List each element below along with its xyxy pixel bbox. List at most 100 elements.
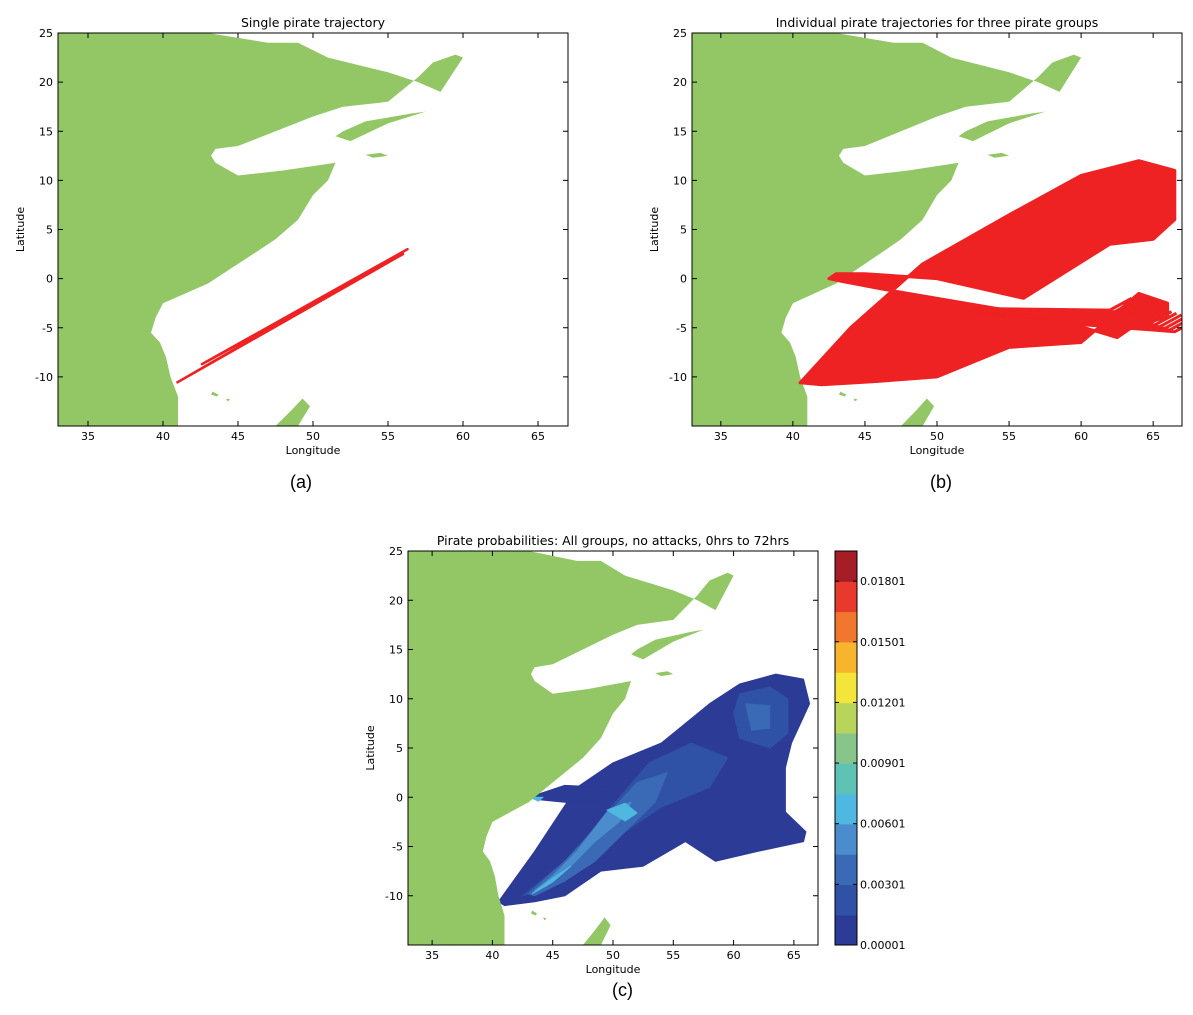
y-tick-label: 20 xyxy=(673,76,687,89)
land-mass xyxy=(839,391,847,397)
y-tick-label: 25 xyxy=(39,27,53,40)
y-axis-label: Latitude xyxy=(364,725,377,771)
y-tick-label: 25 xyxy=(389,545,403,558)
x-tick-label: 45 xyxy=(858,430,872,443)
chart-b: 35 40 45 50 55 60 652520151050-5-10Individual … xyxy=(648,15,1183,457)
y-tick-label: 15 xyxy=(389,644,403,657)
x-tick-label: 35 xyxy=(714,430,728,443)
land-mass xyxy=(365,152,388,158)
colorbar-segment xyxy=(835,702,857,734)
y-tick-label: 25 xyxy=(673,27,687,40)
y-tick-label: 15 xyxy=(673,125,687,138)
x-tick-label: 55 xyxy=(1002,430,1016,443)
probability-contour xyxy=(530,796,544,802)
x-tick-label: 40 xyxy=(156,430,170,443)
y-tick-label: -5 xyxy=(392,841,403,854)
colorbar-segment xyxy=(835,581,857,613)
y-tick-label: 0 xyxy=(396,791,403,804)
y-tick-label: -5 xyxy=(42,322,53,335)
y-tick-label: 20 xyxy=(39,76,53,89)
caption-c: (c) xyxy=(612,980,633,1000)
x-tick-label: 40 xyxy=(485,949,499,962)
land-mass xyxy=(543,917,547,921)
colorbar-segment xyxy=(835,672,857,704)
x-tick-label: 45 xyxy=(231,430,245,443)
x-tick-label: 50 xyxy=(606,949,620,962)
y-tick-label: 5 xyxy=(396,742,403,755)
trajectory-band xyxy=(798,159,1177,387)
y-tick-label: 0 xyxy=(680,273,687,286)
colorbar-segment xyxy=(835,611,857,643)
probability-contour xyxy=(606,802,638,822)
colorbar-tick-label: 0.00301 xyxy=(860,878,906,891)
colorbar-segment xyxy=(835,793,857,825)
x-tick-label: 60 xyxy=(727,949,741,962)
land-mass xyxy=(692,33,1082,426)
colorbar-tick-label: 0.00901 xyxy=(860,757,906,770)
land-mass xyxy=(853,398,858,402)
land-mass xyxy=(275,398,310,426)
colorbar-tick-label: 0.01501 xyxy=(860,636,906,649)
y-tick-label: 0 xyxy=(46,273,53,286)
trajectory-line xyxy=(175,247,409,384)
trajectory-line xyxy=(994,316,1182,334)
y-tick-label: 10 xyxy=(673,174,687,187)
land-mass xyxy=(211,391,219,397)
colorbar-segment xyxy=(835,641,857,673)
land-mass xyxy=(901,398,935,426)
y-tick-label: 20 xyxy=(389,594,403,607)
x-tick-label: 55 xyxy=(666,949,680,962)
x-tick-label: 65 xyxy=(1146,430,1160,443)
y-tick-label: -10 xyxy=(35,371,53,384)
colorbar-tick-label: 0.01801 xyxy=(860,575,906,588)
colorbar-segment xyxy=(835,854,857,886)
y-tick-label: 5 xyxy=(680,224,687,237)
y-axis-label: Latitude xyxy=(648,207,661,253)
land-mass xyxy=(408,551,734,945)
y-tick-label: 10 xyxy=(39,174,53,187)
land-mass xyxy=(631,629,704,660)
y-tick-label: 10 xyxy=(389,693,403,706)
land-mass xyxy=(655,671,674,677)
land-mass xyxy=(958,111,1046,142)
panel-b: 35 40 45 50 55 60 65 25 20 15 10 5 0 -5 -10 Individual … xyxy=(600,0,1193,500)
map-layer xyxy=(408,551,811,945)
land-mass xyxy=(582,917,611,945)
land-mass xyxy=(58,33,463,426)
chart-title: Individual pirate trajectories for three… xyxy=(776,15,1099,30)
colorbar-tick-label: 0.00601 xyxy=(860,818,906,831)
probability-contour xyxy=(745,703,771,731)
y-axis-label: Latitude xyxy=(14,207,27,253)
y-tick-label: 15 xyxy=(39,125,53,138)
x-tick-label: 60 xyxy=(1074,430,1088,443)
x-tick-label: 50 xyxy=(930,430,944,443)
x-tick-label: 45 xyxy=(546,949,560,962)
x-axis-label: Longitude xyxy=(286,444,341,457)
land-mass xyxy=(226,398,231,402)
colorbar-tick-label: 0.01201 xyxy=(860,696,906,709)
colorbar-segment xyxy=(835,763,857,795)
x-tick-label: 55 xyxy=(381,430,395,443)
y-tick-label: -10 xyxy=(669,371,687,384)
caption-b: (b) xyxy=(930,472,952,492)
chart-title: Pirate probabilities: All groups, no att… xyxy=(437,533,789,548)
map-layer xyxy=(58,33,463,426)
colorbar-tick-label: 0.00001 xyxy=(860,939,906,952)
colorbar-segment xyxy=(835,914,857,946)
x-tick-label: 50 xyxy=(306,430,320,443)
probability-contour xyxy=(531,865,572,895)
x-axis-label: Longitude xyxy=(910,444,965,457)
y-tick-label: -10 xyxy=(385,890,403,903)
y-tick-label: -5 xyxy=(676,322,687,335)
colorbar-segment xyxy=(835,732,857,764)
y-tick-label: 5 xyxy=(46,224,53,237)
colorbar-segment xyxy=(835,884,857,916)
x-tick-label: 65 xyxy=(787,949,801,962)
land-mass xyxy=(335,111,426,142)
x-axis-label: Longitude xyxy=(586,963,641,976)
caption-a: (a) xyxy=(290,472,312,492)
x-tick-label: 35 xyxy=(81,430,95,443)
x-tick-label: 35 xyxy=(425,949,439,962)
